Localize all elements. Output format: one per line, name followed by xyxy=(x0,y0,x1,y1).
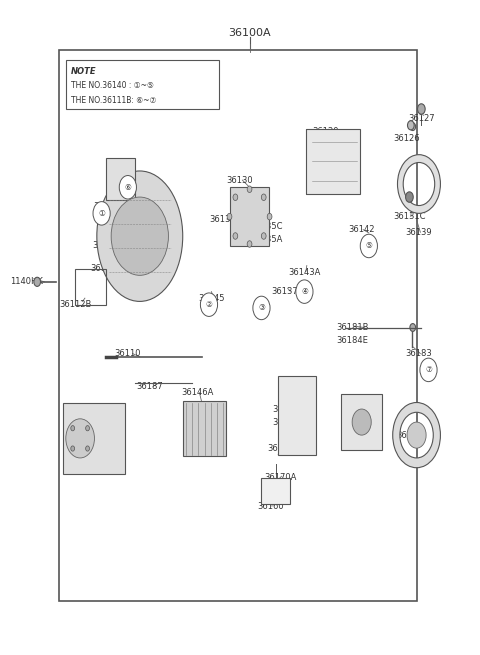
Circle shape xyxy=(71,426,74,431)
Text: 36102: 36102 xyxy=(93,202,120,212)
Bar xyxy=(341,394,382,450)
Text: ⑦: ⑦ xyxy=(425,365,432,375)
Circle shape xyxy=(34,277,40,286)
Circle shape xyxy=(111,197,168,275)
Bar xyxy=(306,128,360,194)
Bar xyxy=(278,377,316,455)
Circle shape xyxy=(418,103,425,114)
Text: 36160: 36160 xyxy=(258,502,284,512)
Bar xyxy=(59,50,417,601)
Text: 36143A: 36143A xyxy=(288,267,321,276)
Text: 36163: 36163 xyxy=(288,430,315,440)
Text: 36126: 36126 xyxy=(394,134,420,143)
Text: 36162: 36162 xyxy=(272,405,299,413)
Text: 36130: 36130 xyxy=(227,176,253,185)
Text: THE NO.36140 : ①~⑤: THE NO.36140 : ①~⑤ xyxy=(71,81,154,90)
Circle shape xyxy=(119,176,136,199)
Circle shape xyxy=(85,426,89,431)
Text: 36155: 36155 xyxy=(267,443,294,453)
Text: 36135C: 36135C xyxy=(250,222,283,231)
Text: 36127: 36127 xyxy=(408,114,435,123)
Circle shape xyxy=(267,214,272,220)
Circle shape xyxy=(360,234,377,257)
Circle shape xyxy=(71,446,74,451)
Text: 1140HK: 1140HK xyxy=(10,277,43,286)
Text: ④: ④ xyxy=(301,287,308,296)
Text: THE NO.36111B: ⑥~⑦: THE NO.36111B: ⑥~⑦ xyxy=(71,96,156,105)
Circle shape xyxy=(247,186,252,193)
Text: 36183: 36183 xyxy=(406,349,432,358)
Circle shape xyxy=(296,280,313,303)
Text: 36170A: 36170A xyxy=(264,473,297,482)
Text: 36117A: 36117A xyxy=(107,179,139,189)
Text: 36138A: 36138A xyxy=(93,242,125,250)
Text: ⑤: ⑤ xyxy=(365,242,372,250)
Circle shape xyxy=(227,214,232,220)
Circle shape xyxy=(200,293,217,316)
Text: 36110: 36110 xyxy=(115,349,141,358)
Text: 36100A: 36100A xyxy=(228,28,271,38)
Text: ②: ② xyxy=(205,300,213,309)
Circle shape xyxy=(261,233,266,239)
Bar xyxy=(63,403,125,474)
Circle shape xyxy=(66,419,95,458)
Text: 36131C: 36131C xyxy=(393,212,426,221)
Text: 36142: 36142 xyxy=(348,225,375,234)
Text: 36137B: 36137B xyxy=(271,287,304,296)
Text: 36131B: 36131B xyxy=(209,215,242,225)
Circle shape xyxy=(407,422,426,448)
Bar xyxy=(230,187,269,246)
Text: 36139: 36139 xyxy=(406,229,432,237)
Text: ③: ③ xyxy=(258,303,265,312)
Text: 36137A: 36137A xyxy=(90,265,122,273)
Text: 36150: 36150 xyxy=(72,418,98,426)
Circle shape xyxy=(85,446,89,451)
Bar xyxy=(107,158,135,200)
Text: NOTE: NOTE xyxy=(71,67,96,75)
Circle shape xyxy=(406,192,413,202)
Circle shape xyxy=(408,121,414,130)
Circle shape xyxy=(410,122,416,130)
Circle shape xyxy=(233,233,238,239)
Text: 36170: 36170 xyxy=(396,430,423,440)
Circle shape xyxy=(93,202,110,225)
Text: ①: ① xyxy=(98,209,105,218)
Text: 36164: 36164 xyxy=(272,418,299,426)
Text: 36135A: 36135A xyxy=(250,235,282,244)
Circle shape xyxy=(352,409,371,435)
Text: 36187: 36187 xyxy=(136,382,163,390)
Bar xyxy=(75,269,107,305)
Text: 36120: 36120 xyxy=(312,127,339,136)
Circle shape xyxy=(420,358,437,382)
Ellipse shape xyxy=(97,171,183,301)
Circle shape xyxy=(233,194,238,200)
Circle shape xyxy=(247,241,252,248)
Circle shape xyxy=(261,194,266,200)
Text: 36181B: 36181B xyxy=(336,323,368,332)
Text: 36182: 36182 xyxy=(341,408,368,417)
Bar xyxy=(183,401,226,457)
Text: 36184E: 36184E xyxy=(336,336,368,345)
Circle shape xyxy=(253,296,270,320)
Text: 36146A: 36146A xyxy=(181,388,213,397)
Circle shape xyxy=(410,324,416,331)
Text: ⑥: ⑥ xyxy=(124,183,132,192)
Text: 36145: 36145 xyxy=(198,293,225,303)
Bar xyxy=(262,477,290,504)
Bar xyxy=(66,60,218,109)
Text: 36112B: 36112B xyxy=(59,300,92,309)
